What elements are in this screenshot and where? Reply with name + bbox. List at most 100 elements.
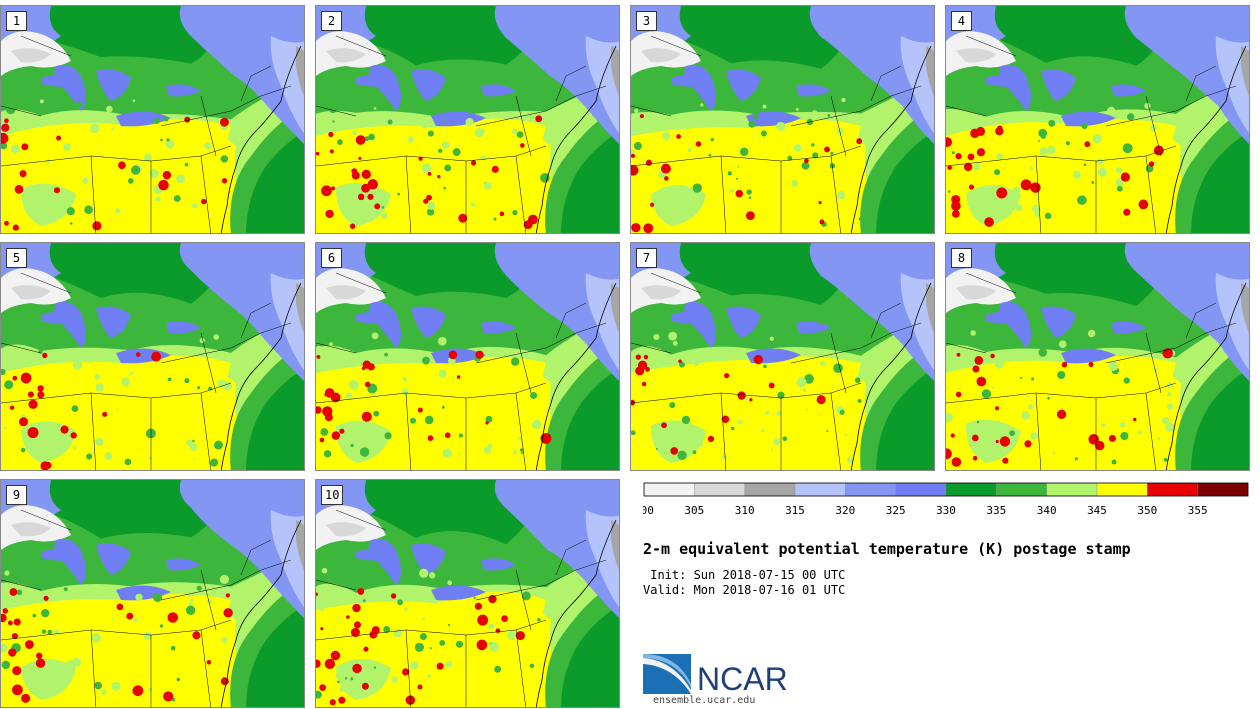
hot-spot: [220, 117, 229, 127]
speckle: [782, 436, 788, 442]
stamp-panel-10[interactable]: 10: [315, 479, 620, 708]
hot-spot: [331, 186, 336, 191]
speckle: [827, 114, 831, 117]
speckle: [776, 121, 786, 132]
stamp-panel-8[interactable]: 8: [945, 242, 1250, 471]
speckle: [946, 412, 953, 423]
stamp-panel-3[interactable]: 3: [630, 5, 935, 234]
stamp-panel-9[interactable]: 9: [0, 479, 305, 708]
hot-spot: [951, 457, 962, 467]
speckle: [424, 415, 434, 425]
speckle: [532, 419, 542, 430]
hot-spot: [660, 163, 671, 174]
hot-spot: [499, 211, 505, 217]
speckle: [1038, 139, 1041, 142]
speckle: [681, 415, 691, 425]
field-gray: [926, 283, 934, 334]
speckle: [368, 133, 375, 141]
hot-spot: [664, 176, 669, 181]
speckle: [655, 448, 658, 451]
hot-spot: [330, 650, 341, 661]
speckle: [135, 593, 143, 601]
speckle: [348, 380, 359, 390]
speckle: [540, 173, 550, 183]
speckle: [316, 690, 322, 699]
speckle: [39, 99, 44, 104]
lake-huron: [411, 543, 446, 575]
hot-spot: [331, 431, 341, 440]
speckle: [844, 433, 847, 436]
stamp-map: [316, 6, 619, 233]
hot-spot: [316, 406, 322, 414]
stamp-panel-2[interactable]: 2: [315, 5, 620, 234]
hot-spot: [126, 612, 134, 620]
speckle: [1021, 411, 1030, 420]
speckle: [1039, 147, 1048, 156]
coastline: [1165, 45, 1247, 233]
hot-spot: [670, 447, 679, 455]
stamp-panel-7[interactable]: 7: [630, 242, 935, 471]
colorbar-frame: [643, 482, 1249, 497]
speckle: [1009, 430, 1015, 437]
lake-huron: [411, 306, 446, 338]
lake-erie: [1061, 348, 1116, 364]
speckle: [426, 208, 435, 216]
hot-spot: [330, 392, 341, 403]
speckle: [494, 665, 502, 673]
speckle: [73, 446, 77, 450]
hot-spot: [947, 165, 952, 170]
speckle: [63, 142, 71, 151]
speckle: [63, 587, 68, 592]
speckle: [407, 136, 414, 143]
lake-superior-east: [986, 311, 1021, 324]
speckle: [727, 171, 732, 176]
speckle: [1165, 422, 1175, 432]
hot-spot: [819, 219, 825, 225]
hot-spot: [456, 375, 461, 379]
speckle: [95, 437, 104, 446]
speckle: [339, 687, 344, 692]
speckle: [992, 386, 995, 389]
stamp-panel-4[interactable]: 4: [945, 5, 1250, 234]
hot-spot: [1088, 434, 1099, 445]
stamp-panel-1[interactable]: 1: [0, 5, 305, 234]
speckle: [981, 389, 992, 399]
speckle: [32, 613, 37, 618]
speckle: [1144, 102, 1151, 109]
speckle: [455, 640, 464, 648]
speckle: [736, 164, 741, 169]
hot-spot: [363, 646, 369, 652]
hot-spot: [361, 682, 369, 690]
hot-spot: [856, 138, 863, 145]
speckle: [760, 429, 765, 433]
speckle: [192, 203, 198, 209]
hot-spot: [1056, 409, 1067, 419]
speckle: [404, 607, 408, 611]
hot-spot: [417, 684, 423, 690]
hot-spot: [225, 593, 230, 598]
hot-spot: [350, 627, 360, 637]
coastline: [220, 45, 302, 233]
speckle: [464, 341, 467, 345]
hot-spot: [1, 613, 7, 623]
field-gray: [611, 283, 619, 334]
stamp-panel-5[interactable]: 5: [0, 242, 305, 471]
speckle: [458, 433, 463, 438]
speckle: [1167, 392, 1172, 397]
state-borders: [631, 272, 922, 470]
hot-spot: [357, 587, 365, 595]
hot-spot: [320, 627, 324, 631]
hot-spot: [316, 151, 320, 156]
stamp-panel-6[interactable]: 6: [315, 242, 620, 471]
speckle: [384, 432, 392, 440]
speckle: [426, 674, 431, 679]
speckle: [219, 574, 230, 585]
lake-superior-east: [41, 548, 76, 561]
speckle: [41, 629, 47, 634]
field-gray: [296, 46, 304, 97]
speckle: [66, 207, 75, 216]
hot-spot: [491, 165, 499, 173]
hot-spot: [1061, 361, 1068, 368]
lake-superior-east: [986, 74, 1021, 87]
speckle: [421, 163, 432, 174]
